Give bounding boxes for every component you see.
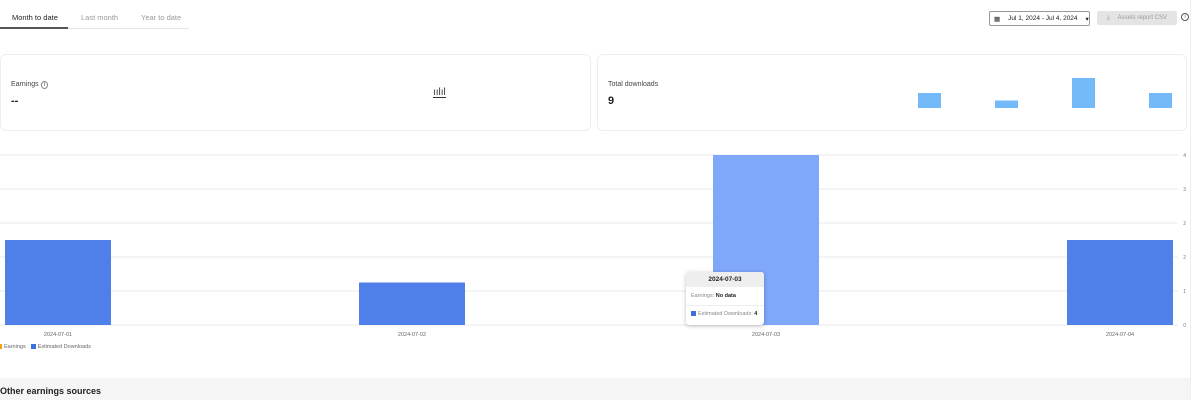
downloads-swatch	[30, 344, 36, 350]
earnings-label: Earnings	[11, 81, 39, 88]
earnings-card: Earnings i -- ıılıl	[0, 54, 591, 131]
info-icon[interactable]: i	[40, 81, 48, 89]
date-range-label: Jul 1, 2024 - Jul 4, 2024	[1008, 15, 1078, 22]
other-earnings-section: Other earnings sources	[0, 378, 1190, 400]
bar-2024-07-04	[1067, 240, 1173, 325]
mini-bar	[1072, 78, 1095, 108]
x-tick-label: 2024-07-02	[398, 332, 426, 338]
tooltip-earnings-label: Earnings:	[691, 293, 715, 299]
active-tab-indicator	[0, 27, 68, 29]
mini-bar	[1149, 93, 1172, 108]
downloads-card: Total downloads 9	[597, 54, 1187, 131]
y-tick-label: 3	[1183, 187, 1186, 193]
mini-bar	[918, 93, 941, 108]
legend-downloads-label: Estimated Downloads	[37, 344, 91, 350]
tab-last-month[interactable]: Last month	[81, 13, 119, 22]
chevron-down-icon: ▾	[1085, 15, 1089, 23]
y-tick-label: 1	[1183, 289, 1186, 295]
scrollbar-track[interactable]	[1190, 0, 1191, 400]
downloads-sparkbar	[918, 78, 1172, 108]
x-tick-label: 2024-07-04	[1106, 332, 1134, 338]
legend-estimated-downloads[interactable]: Estimated Downloads	[30, 344, 91, 350]
legend-earnings-label: Earnings	[4, 344, 26, 350]
legend-earnings[interactable]: Earnings	[0, 344, 26, 350]
downloads-value: 9	[608, 95, 615, 107]
period-tabs: Month to date Last month Year to date	[0, 0, 189, 29]
earnings-value: --	[11, 95, 19, 107]
y-tick-label: 0	[1183, 323, 1186, 329]
tooltip-earnings-value: No data	[715, 293, 736, 299]
assets-report-csv-button[interactable]: ⤓ Assets report CSV	[1097, 11, 1177, 25]
earnings-swatch	[0, 344, 2, 350]
tab-year-to-date[interactable]: Year to date	[141, 13, 182, 22]
x-tick-label: 2024-07-01	[44, 332, 72, 338]
chart-legend: Earnings Estimated Downloads	[0, 344, 91, 350]
y-tick-label: 2	[1183, 221, 1186, 227]
chart-tooltip: 2024-07-03 Earnings: No data Estimated D…	[686, 272, 764, 325]
date-range-picker[interactable]: ▦ Jul 1, 2024 - Jul 4, 2024 ▾	[989, 11, 1090, 26]
download-icon: ⤓	[1107, 14, 1110, 21]
earnings-label-row: Earnings i	[11, 81, 48, 89]
mini-bar	[995, 100, 1018, 108]
y-tick-label: 4	[1183, 153, 1186, 159]
tab-month-to-date[interactable]: Month to date	[12, 13, 58, 22]
bar-chart-icon[interactable]: ıılıl	[433, 87, 446, 98]
tooltip-downloads-value: 4	[754, 311, 758, 317]
bar-2024-07-02	[359, 282, 465, 325]
bar-2024-07-01	[5, 240, 111, 325]
calendar-icon: ▦	[994, 15, 1001, 23]
tooltip-downloads-label: Estimated Downloads:	[698, 311, 753, 317]
downloads-label: Total downloads	[608, 81, 659, 88]
info-icon[interactable]: i	[1181, 13, 1189, 21]
tooltip-date: 2024-07-03	[686, 272, 764, 287]
downloads-swatch	[691, 311, 696, 317]
x-tick-label: 2024-07-03	[752, 332, 780, 338]
y-tick-label: 2	[1183, 255, 1186, 261]
section-title: Other earnings sources	[0, 386, 102, 396]
csv-label: Assets report CSV	[1117, 15, 1168, 21]
